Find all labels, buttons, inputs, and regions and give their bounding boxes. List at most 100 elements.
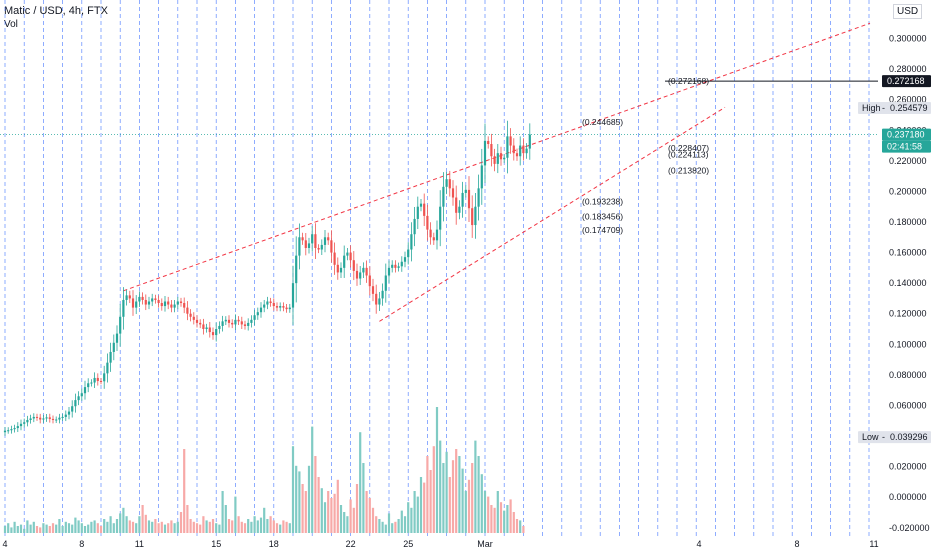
candle-body	[141, 296, 144, 300]
candle-body	[490, 144, 493, 157]
candle-body	[202, 324, 205, 330]
candle-body	[29, 418, 32, 420]
volume-bar	[218, 524, 221, 533]
y-tick-label: 0.020000	[889, 462, 927, 472]
volume-bar	[83, 526, 87, 533]
candle-body	[416, 206, 419, 219]
candle-body	[144, 299, 147, 305]
volume-bar	[314, 456, 317, 533]
candle-body	[83, 387, 87, 394]
volume-bar	[493, 507, 496, 533]
candle-body	[67, 411, 71, 415]
volume-bar	[291, 446, 295, 533]
volume-bar	[176, 521, 179, 533]
candle-body	[119, 316, 122, 334]
volume-bar	[279, 524, 282, 533]
trend-lines[interactable]	[123, 22, 878, 322]
volume-bar	[26, 520, 29, 533]
candle-body	[400, 261, 403, 267]
upper-trendline	[123, 22, 871, 292]
volume-bar	[298, 471, 301, 533]
candle-body	[32, 416, 35, 419]
grid-lines	[0, 0, 878, 537]
price-annotation-label: (0.224113)	[668, 150, 709, 160]
volume-bar	[368, 498, 371, 533]
x-tick-label: 15	[211, 539, 221, 549]
candle-body	[237, 319, 240, 322]
volume-bar	[247, 519, 250, 533]
volume-bar	[112, 523, 115, 533]
volume-bar	[10, 527, 13, 533]
volume-bar	[445, 451, 448, 533]
volume-bar	[496, 491, 499, 533]
volume-bar	[147, 520, 151, 533]
candle-body	[371, 286, 375, 294]
volume-bar	[250, 521, 253, 533]
volume-bar	[275, 523, 279, 533]
volume-bar	[355, 484, 359, 533]
volume-bar	[67, 523, 71, 533]
volume-bar	[138, 516, 141, 533]
candle-body	[125, 295, 128, 300]
volume-bar	[295, 465, 298, 533]
volume-bar	[384, 524, 387, 533]
volume-bar	[157, 523, 160, 533]
volume-bar	[272, 520, 275, 533]
candle-body	[64, 414, 67, 417]
candle-body	[71, 406, 74, 412]
volume-bar	[307, 465, 311, 533]
price-annotation-label: (0.193238)	[582, 197, 623, 207]
candle-body	[243, 324, 247, 326]
candle-body	[387, 267, 391, 276]
volume-bar	[480, 474, 483, 533]
candle-body	[291, 283, 295, 308]
candle-body	[221, 321, 224, 326]
candle-body	[359, 272, 362, 279]
price-annotation-label: (0.272168)	[668, 76, 709, 86]
volume-bar	[442, 463, 445, 533]
candle-body	[138, 296, 141, 302]
volume-bar	[199, 524, 202, 533]
candle-body	[307, 243, 311, 248]
volume-bar	[35, 526, 39, 533]
candle-body	[519, 145, 522, 157]
candle-body	[167, 301, 170, 305]
volume-bar	[266, 519, 269, 533]
volume-bar	[186, 505, 189, 533]
candle-body	[509, 136, 512, 146]
x-tick-label: 8	[794, 539, 799, 549]
volume-bar	[477, 456, 480, 533]
candle-body	[199, 322, 202, 325]
candle-body	[499, 153, 503, 160]
time-axis[interactable]: 4 8 11 15 18 22 25 Mar 4 8 11	[2, 539, 878, 549]
candle-body	[506, 136, 509, 158]
candle-body	[298, 237, 301, 256]
candle-body	[455, 197, 458, 213]
y-tick-label: 0.000000	[889, 492, 927, 502]
candle-body	[183, 303, 186, 308]
volume-bar	[371, 507, 375, 533]
candle-body	[279, 306, 282, 308]
volume-bar	[467, 479, 471, 533]
candle-body	[384, 275, 387, 291]
candle-body	[525, 148, 528, 154]
volume-bar	[394, 521, 397, 533]
currency-selector[interactable]: USD	[893, 4, 923, 19]
volume-indicator-label[interactable]: Vol	[4, 19, 18, 30]
candle-body	[352, 260, 355, 271]
volume-bar	[23, 528, 26, 533]
volume-bar	[387, 513, 391, 533]
volume-bar	[403, 516, 407, 533]
price-tag-value: 0.237180	[887, 130, 925, 140]
volume-bar	[263, 507, 266, 533]
candle-body	[179, 301, 183, 304]
candle-body	[378, 298, 381, 305]
volume-bar	[269, 516, 272, 533]
volume-bar	[458, 456, 461, 533]
volume-bar	[215, 523, 218, 533]
candle-body	[154, 298, 157, 300]
volume-bar	[349, 499, 352, 533]
candle-body	[77, 396, 80, 401]
price-annotation-label: (0.244685)	[582, 117, 623, 127]
